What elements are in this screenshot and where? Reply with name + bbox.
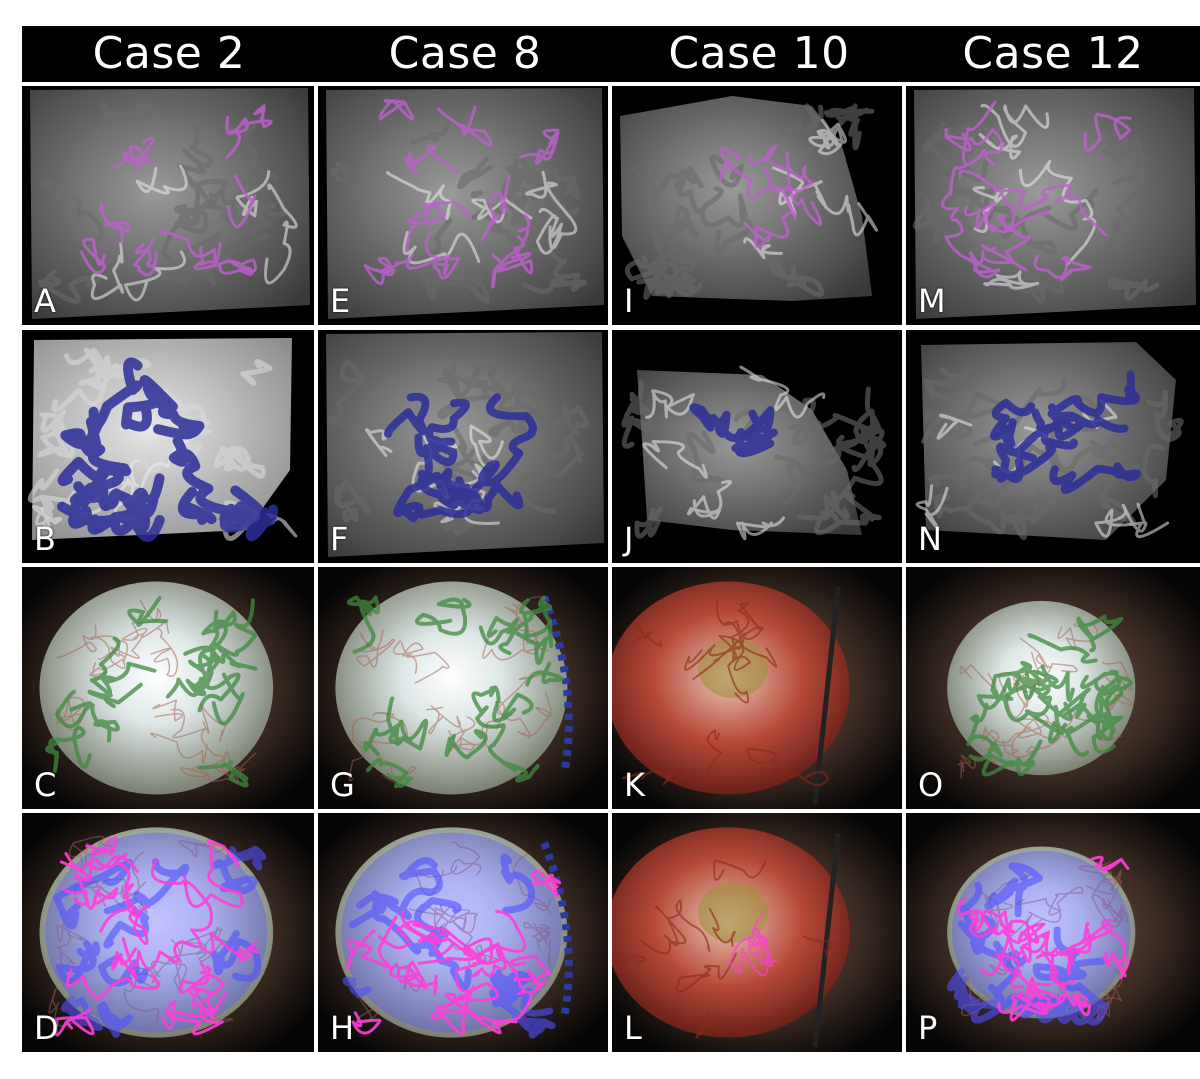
mri-rendering-image [621, 365, 887, 541]
panel-letter-k: K [624, 766, 645, 804]
blue-drape-edge [540, 841, 573, 1017]
surgical-photo-image [906, 567, 1200, 809]
pink-vessel-overlay [728, 912, 778, 977]
panel-letter-b: B [34, 520, 56, 558]
panel-a: A [22, 86, 314, 325]
blue-drape-edge [540, 595, 573, 774]
mri-brain-surface [620, 96, 872, 301]
column-title-case-10: Case 10 [668, 28, 850, 79]
mri-rendering-image [912, 88, 1196, 319]
pink-vessel-overlay [53, 836, 260, 1037]
exposed-cortex [39, 581, 274, 795]
panel-letter-j: J [624, 520, 634, 558]
panel-letter-f: F [330, 520, 349, 558]
panel-i: I [612, 86, 902, 325]
mri-brain-surface [326, 88, 604, 319]
green-vessel-overlay [45, 596, 258, 788]
panel-k: K [612, 567, 902, 809]
mri-highlight [385, 170, 578, 265]
panel-letter-p: P [918, 1009, 938, 1047]
surgical-photo-image [318, 813, 608, 1052]
blue-vessel-overlay [384, 392, 537, 523]
panel-h: H [318, 813, 608, 1052]
panel-letter-m: M [918, 282, 946, 320]
cortex-center [698, 638, 768, 698]
panel-letter-a: A [34, 282, 56, 320]
panel-o: O [906, 567, 1200, 809]
panel-m: M [906, 86, 1200, 325]
surgical-photo-image [612, 567, 902, 809]
column-title-case-12: Case 12 [962, 28, 1144, 79]
native-vessels [615, 859, 836, 1040]
surgical-photo-image [22, 813, 314, 1052]
surgical-photo-image [318, 567, 608, 809]
panel-letter-l: L [624, 1009, 642, 1047]
magenta-vessel-overlay [717, 144, 823, 249]
mri-rendering-image [326, 88, 604, 319]
panel-letter-c: C [34, 766, 57, 804]
panel-n: N [906, 330, 1200, 563]
surgical-photo-image [22, 567, 314, 809]
panel-j: J [612, 330, 902, 563]
panel-d: D [22, 813, 314, 1052]
magenta-vessel-overlay [80, 104, 273, 277]
mri-rendering-image [915, 342, 1184, 540]
mri-texture [624, 103, 875, 300]
mri-rendering-image [620, 96, 878, 301]
panel-letter-g: G [330, 766, 355, 804]
panel-letter-d: D [34, 1009, 59, 1047]
mri-texture [921, 367, 1184, 540]
blue-vessel-overlay [990, 370, 1142, 494]
panel-e: E [318, 86, 608, 325]
panel-l: L [612, 813, 902, 1052]
mri-highlight [642, 365, 826, 541]
pink-vessel-overlay [956, 855, 1130, 1022]
column-title-case-2: Case 2 [92, 28, 246, 79]
panel-p: P [906, 813, 1200, 1052]
panel-c: C [22, 567, 314, 809]
native-vessels [621, 600, 830, 786]
blue-vessel-overlay [53, 845, 267, 1038]
panel-letter-n: N [918, 520, 942, 558]
panel-letter-o: O [918, 766, 944, 804]
figure: Case 2 Case 8 Case 10 Case 12 A E I M B F J N C G… [22, 26, 1200, 1074]
column-title-case-8: Case 8 [388, 28, 542, 79]
exposed-cortex [947, 846, 1136, 1019]
cortex-center [698, 882, 768, 943]
surgical-photo-image [906, 813, 1200, 1052]
blue-vessel-overlay [689, 403, 779, 458]
magenta-vessel-overlay [363, 99, 560, 289]
panel-f: F [318, 330, 608, 563]
mri-rendering-image [27, 338, 298, 542]
panel-b: B [22, 330, 314, 563]
blue-vessel-overlay [57, 357, 279, 542]
green-vessel-overlay [346, 595, 564, 789]
surgical-instrument [812, 586, 841, 805]
mri-highlight [90, 164, 298, 302]
panel-letter-i: I [624, 282, 634, 320]
magenta-vessel-overlay [941, 100, 1132, 282]
mri-rendering-image [326, 332, 604, 557]
green-vessel-overlay [966, 614, 1133, 777]
mri-rendering-image [30, 88, 310, 319]
column-header-bar: Case 2 Case 8 Case 10 Case 12 [22, 26, 1200, 82]
panel-letter-h: H [330, 1009, 355, 1047]
panel-g: G [318, 567, 608, 809]
panel-letter-e: E [330, 282, 351, 320]
surgical-photo-image [612, 813, 902, 1052]
pink-vessel-overlay [345, 869, 562, 1035]
mri-texture [330, 106, 587, 304]
